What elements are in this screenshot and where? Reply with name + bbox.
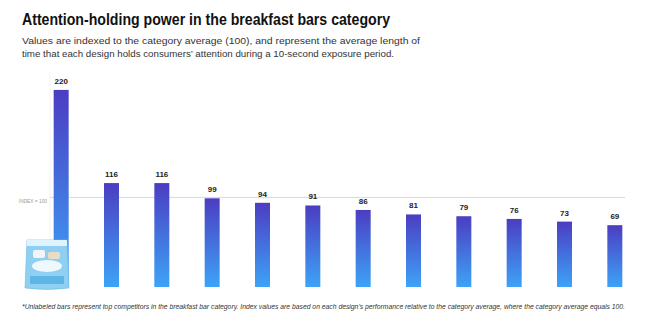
bar [607, 225, 622, 287]
data-label: 116 [155, 170, 168, 179]
subtitle: time that each design holds consumers’ a… [22, 48, 394, 59]
subtitle: Values are indexed to the category avera… [22, 35, 420, 46]
pouch [25, 240, 69, 290]
data-label: 76 [510, 206, 519, 215]
background [0, 0, 650, 325]
pouch-product [48, 252, 60, 259]
bar [356, 210, 371, 287]
pouch-product [33, 250, 45, 258]
bars [54, 90, 623, 287]
data-labels: 220 116 116 99 94 91 86 81 79 76 73 69 [54, 77, 619, 221]
footnote: *Unlabeled bars represent top competitor… [22, 303, 625, 311]
data-label: 220 [54, 77, 68, 86]
tick-label: INDEX = 100 [19, 199, 47, 204]
pouch-band [30, 276, 64, 284]
data-label: 86 [359, 197, 368, 206]
pouch-logo [32, 260, 62, 272]
product-image [25, 240, 69, 290]
bar [104, 183, 119, 287]
data-label: 116 [105, 170, 118, 179]
data-label: 73 [560, 209, 569, 218]
bar [456, 216, 471, 287]
pouch-top [27, 240, 67, 246]
data-label: 79 [459, 203, 468, 212]
data-label: 99 [208, 185, 217, 194]
bar [557, 222, 572, 287]
title: Attention-holding power in the breakfast… [22, 11, 390, 28]
grid-line [50, 197, 625, 198]
data-label: 91 [308, 192, 317, 201]
bar [305, 205, 320, 287]
data-label: 69 [610, 212, 619, 221]
data-label: 94 [258, 190, 267, 199]
bar [205, 198, 220, 287]
bar [154, 183, 169, 287]
bar [507, 219, 522, 287]
bar [406, 214, 421, 287]
chart: Attention-holding power in the breakfast… [0, 0, 650, 325]
data-label: 81 [409, 201, 418, 210]
bar [255, 203, 270, 287]
